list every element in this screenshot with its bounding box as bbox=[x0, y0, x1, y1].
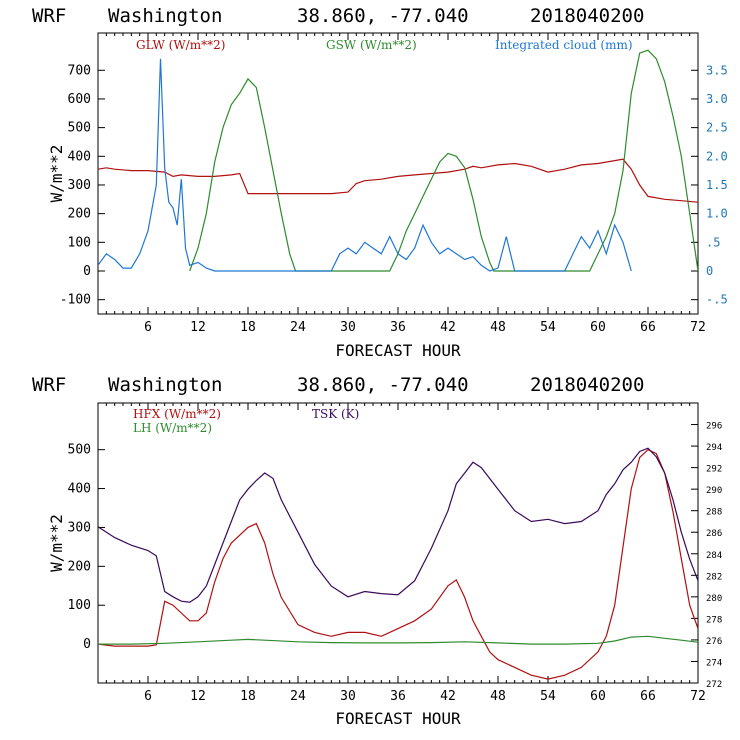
y2-tick-label: 2.5 bbox=[706, 121, 728, 135]
x-tick-label: 36 bbox=[390, 689, 406, 704]
legend-entry-3: TSK (K) bbox=[312, 407, 359, 421]
y2-tick-label: 296 bbox=[706, 422, 722, 432]
y2-tick-label: 274 bbox=[706, 658, 722, 668]
legend-entry-2: GSW (W/m**2) bbox=[326, 38, 417, 52]
y2-tick-label: 276 bbox=[706, 637, 722, 647]
x-tick-label: 66 bbox=[640, 689, 656, 704]
x-tick-label: 54 bbox=[540, 689, 556, 704]
y-tick-label: 400 bbox=[68, 482, 91, 497]
plot-frame bbox=[97, 402, 699, 684]
y-tick-label: -100 bbox=[60, 293, 91, 308]
x-tick-label: 42 bbox=[440, 320, 456, 335]
chart-header-run: 2018040200 bbox=[530, 374, 644, 396]
y2-tick-label: 282 bbox=[706, 572, 722, 582]
chart-header-model: WRF bbox=[32, 374, 66, 396]
x-tick-label: 30 bbox=[340, 320, 356, 335]
x-tick-label: 24 bbox=[290, 320, 306, 335]
y2-tick-label: 1.5 bbox=[706, 178, 728, 192]
plot-frame bbox=[97, 32, 699, 315]
y-axis-label: W/m**2 bbox=[47, 514, 66, 572]
y-tick-label: 600 bbox=[68, 92, 91, 107]
series-line-1 bbox=[98, 158, 698, 203]
x-tick-label: 72 bbox=[690, 320, 706, 335]
x-tick-label: 6 bbox=[144, 689, 152, 704]
series-line-1 bbox=[98, 448, 698, 680]
legend-entry-1: GLW (W/m**2) bbox=[136, 38, 225, 52]
legend-entry-1: HFX (W/m**2) bbox=[133, 407, 221, 421]
x-axis-label: FORECAST HOUR bbox=[335, 341, 461, 360]
x-tick-label: 54 bbox=[540, 320, 556, 335]
x-tick-label: 66 bbox=[640, 320, 656, 335]
y2-tick-label: 286 bbox=[706, 529, 722, 539]
series-line-3 bbox=[98, 58, 632, 272]
legend-entry-3: Integrated cloud (mm) bbox=[495, 38, 633, 52]
x-tick-label: 18 bbox=[240, 320, 256, 335]
y2-tick-label: 3.5 bbox=[706, 63, 728, 77]
y2-tick-label: 278 bbox=[706, 615, 722, 625]
y-tick-label: 0 bbox=[83, 264, 91, 279]
chart-header-coords: 38.860, -77.040 bbox=[297, 374, 469, 396]
y-tick-label: 500 bbox=[68, 443, 91, 458]
y-tick-label: 300 bbox=[68, 520, 91, 535]
y2-tick-label: 290 bbox=[706, 486, 722, 496]
chart-1: WRF Washington 38.860, -77.040 2018040200 6 1… bbox=[32, 5, 728, 360]
legend-entry-2: LH (W/m**2) bbox=[133, 421, 212, 435]
chart-header-run: 2018040200 bbox=[530, 5, 644, 27]
y2-tick-label: 280 bbox=[706, 594, 722, 604]
x-tick-label: 48 bbox=[490, 689, 506, 704]
y2-tick-label: .5 bbox=[706, 235, 720, 249]
y-tick-label: 700 bbox=[68, 63, 91, 78]
y2-tick-label: 272 bbox=[706, 680, 722, 690]
y2-tick-label: 288 bbox=[706, 508, 722, 518]
y-tick-label: 200 bbox=[68, 207, 91, 222]
y2-tick-label: -.5 bbox=[706, 293, 728, 307]
y2-tick-label: 292 bbox=[706, 465, 722, 475]
x-tick-label: 24 bbox=[290, 689, 306, 704]
x-tick-label: 30 bbox=[340, 689, 356, 704]
series-line-3 bbox=[98, 447, 698, 603]
y2-tick-label: 284 bbox=[706, 551, 722, 561]
x-tick-label: 72 bbox=[690, 689, 706, 704]
x-tick-label: 6 bbox=[144, 320, 152, 335]
y-tick-label: 100 bbox=[68, 598, 91, 613]
x-tick-label: 60 bbox=[590, 689, 606, 704]
x-tick-label: 12 bbox=[190, 689, 206, 704]
series-line-2 bbox=[98, 635, 698, 645]
y-axis-label: W/m**2 bbox=[47, 145, 66, 203]
y-tick-label: 0 bbox=[83, 637, 91, 652]
x-tick-label: 18 bbox=[240, 689, 256, 704]
chart-header-model: WRF bbox=[32, 5, 66, 27]
x-tick-label: 12 bbox=[190, 320, 206, 335]
chart-2: WRF Washington 38.860, -77.040 2018040200 6 1… bbox=[32, 374, 722, 728]
y2-tick-label: 1.0 bbox=[706, 207, 728, 221]
y2-tick-label: 2.0 bbox=[706, 149, 728, 163]
chart-header-location: Washington bbox=[108, 374, 222, 396]
y-tick-label: 200 bbox=[68, 559, 91, 574]
y2-tick-label: 294 bbox=[706, 443, 722, 453]
y-tick-label: 100 bbox=[68, 235, 91, 250]
y-tick-label: 500 bbox=[68, 121, 91, 136]
y2-tick-label: 0 bbox=[706, 264, 713, 278]
x-tick-label: 42 bbox=[440, 689, 456, 704]
chart-header-coords: 38.860, -77.040 bbox=[297, 5, 469, 27]
y2-tick-label: 3.0 bbox=[706, 92, 728, 106]
x-tick-label: 60 bbox=[590, 320, 606, 335]
chart-header-location: Washington bbox=[108, 5, 222, 27]
x-axis-label: FORECAST HOUR bbox=[335, 709, 461, 728]
y-tick-label: 300 bbox=[68, 178, 91, 193]
x-tick-label: 48 bbox=[490, 320, 506, 335]
x-tick-label: 36 bbox=[390, 320, 406, 335]
series-line-2 bbox=[189, 49, 698, 272]
y-tick-label: 400 bbox=[68, 149, 91, 164]
